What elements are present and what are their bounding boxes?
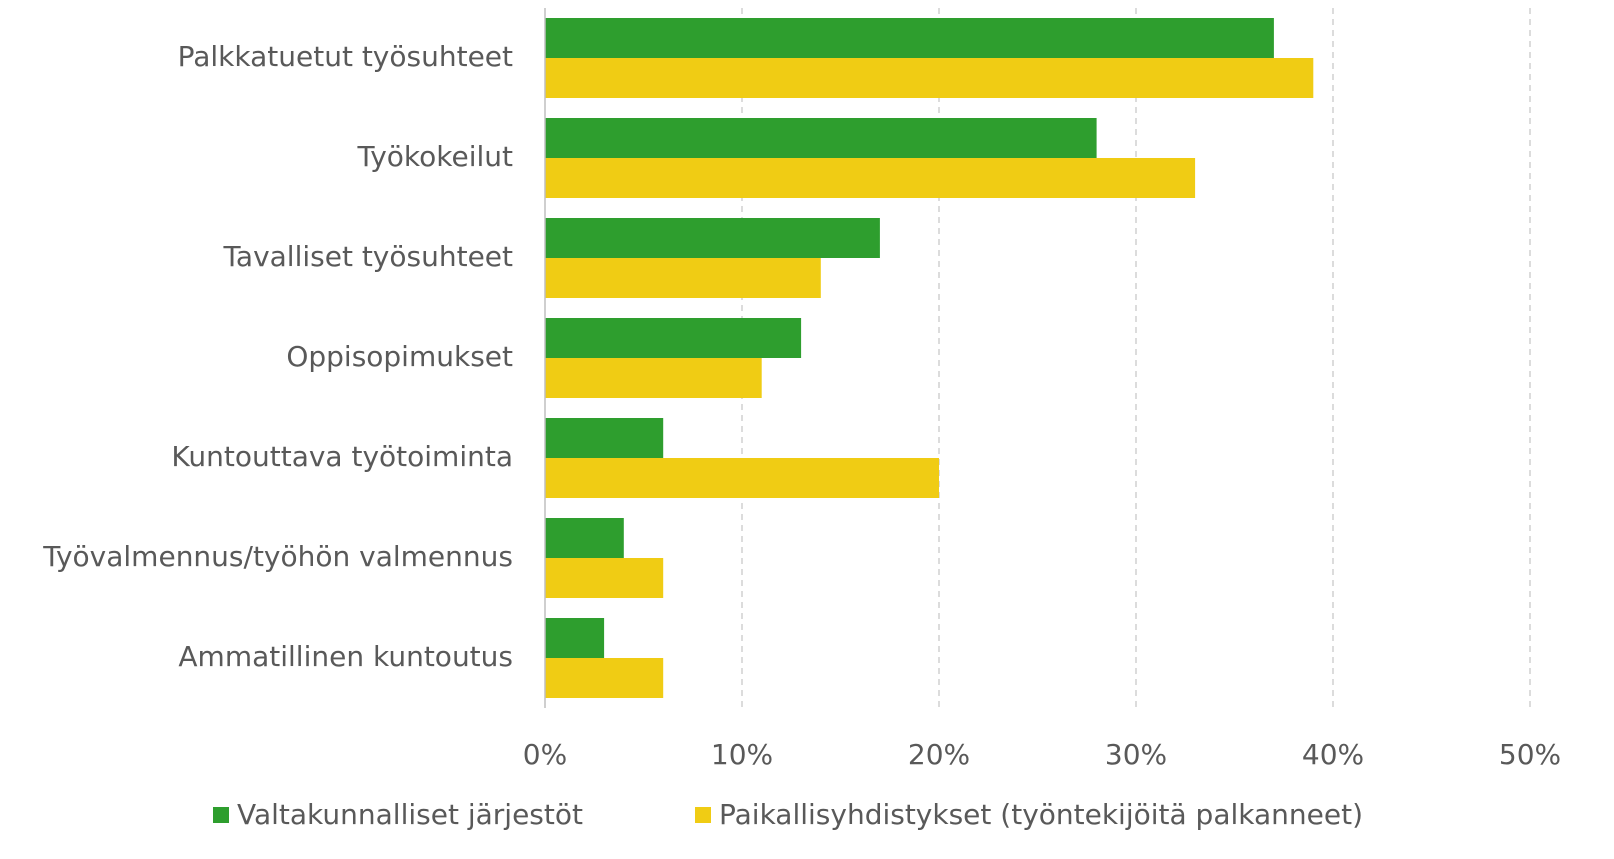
bar	[545, 218, 880, 258]
bar	[545, 518, 624, 558]
y-tick-label: Työvalmennus/työhön valmennus	[42, 540, 513, 573]
bar	[545, 658, 664, 698]
bar	[545, 618, 605, 658]
bar	[545, 318, 802, 358]
legend-swatch	[213, 807, 229, 823]
y-tick-label: Kuntouttava työtoiminta	[171, 440, 513, 473]
y-tick-label: Työkokeilut	[356, 140, 513, 173]
bar	[545, 558, 664, 598]
bar	[545, 358, 762, 398]
x-tick-label: 10%	[711, 738, 773, 771]
x-tick-label: 20%	[908, 738, 970, 771]
x-tick-label: 0%	[523, 738, 567, 771]
x-tick-label: 40%	[1302, 738, 1364, 771]
x-tick-label: 30%	[1105, 738, 1167, 771]
x-tick-label: 50%	[1499, 738, 1561, 771]
bar	[545, 18, 1274, 58]
legend-label: Valtakunnalliset järjestöt	[237, 798, 583, 831]
y-tick-label: Ammatillinen kuntoutus	[178, 640, 513, 673]
bar	[545, 158, 1196, 198]
bar	[545, 458, 939, 498]
legend-label: Paikallisyhdistykset (työntekijöitä palk…	[719, 798, 1363, 831]
bar	[545, 258, 821, 298]
bar	[545, 418, 664, 458]
legend-swatch	[695, 807, 711, 823]
y-tick-label: Tavalliset työsuhteet	[222, 240, 513, 273]
y-tick-label: Palkkatuetut työsuhteet	[178, 40, 513, 73]
bar	[545, 58, 1314, 98]
y-tick-label: Oppisopimukset	[286, 340, 513, 373]
bar	[545, 118, 1097, 158]
